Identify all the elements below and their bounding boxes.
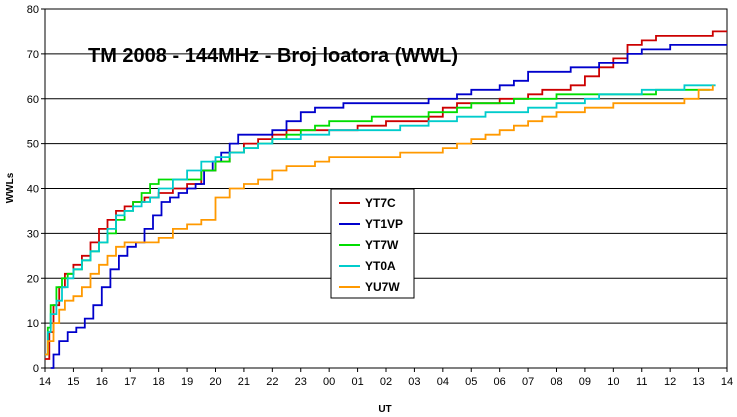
x-tick-label: 12 bbox=[664, 376, 676, 388]
y-tick-label: 60 bbox=[27, 94, 39, 106]
y-tick-label: 20 bbox=[27, 273, 39, 285]
x-tick-label: 13 bbox=[692, 376, 704, 388]
series-lines bbox=[45, 30, 727, 369]
legend-box bbox=[330, 188, 415, 299]
x-tick-label: 02 bbox=[380, 376, 392, 388]
y-tick-label: 70 bbox=[27, 49, 39, 61]
y-tick-label: 80 bbox=[27, 4, 39, 16]
legend-label-yt7c: YT7C bbox=[365, 196, 396, 210]
x-tick-label: 10 bbox=[607, 376, 619, 388]
y-axis-title: WWLs bbox=[5, 172, 16, 203]
legend-label-yu7w: YU7W bbox=[365, 280, 400, 294]
legend-label-yt1vp: YT1VP bbox=[365, 217, 403, 231]
x-tick-label: 05 bbox=[465, 376, 477, 388]
x-tick-label: 14 bbox=[39, 376, 51, 388]
legend-label-yt0a: YT0A bbox=[365, 259, 396, 273]
x-tick-label: 08 bbox=[550, 376, 562, 388]
x-tick-label: 07 bbox=[522, 376, 534, 388]
x-tick-label: 00 bbox=[323, 376, 335, 388]
x-tick-label: 09 bbox=[579, 376, 591, 388]
y-tick-label: 10 bbox=[27, 318, 39, 330]
series-line-yt7c bbox=[45, 30, 727, 360]
x-tick-label: 19 bbox=[181, 376, 193, 388]
x-tick-label: 17 bbox=[124, 376, 136, 388]
y-tick-label: 50 bbox=[27, 139, 39, 151]
chart-title: TM 2008 - 144MHz - Broj loatora (WWL) bbox=[88, 45, 458, 67]
x-tick-label: 18 bbox=[153, 376, 165, 388]
series-line-yt1vp bbox=[50, 44, 727, 369]
legend: YT7C YT1VP YT7W YT0A YU7W bbox=[330, 188, 415, 299]
y-tick-label: 40 bbox=[27, 184, 39, 196]
x-tick-label: 06 bbox=[494, 376, 506, 388]
x-tick-label: 04 bbox=[437, 376, 449, 388]
x-tick-label: 11 bbox=[636, 376, 647, 388]
x-tick-label: 16 bbox=[96, 376, 108, 388]
y-tick-label: 30 bbox=[27, 228, 39, 240]
x-tick-label: 23 bbox=[295, 376, 307, 388]
x-tick-label: 03 bbox=[408, 376, 420, 388]
legend-label-yt7w: YT7W bbox=[365, 238, 399, 252]
x-tick-label: 21 bbox=[238, 376, 250, 388]
x-tick-label: 15 bbox=[67, 376, 79, 388]
x-tick-label: 14 bbox=[721, 376, 733, 388]
series-line-yt0a bbox=[45, 84, 716, 356]
series-line-yu7w bbox=[45, 85, 714, 356]
x-tick-label: 20 bbox=[209, 376, 221, 388]
x-axis-title: UT bbox=[378, 404, 391, 415]
y-tick-label: 0 bbox=[33, 363, 39, 375]
x-tick-label: 01 bbox=[351, 376, 363, 388]
x-tick-label: 22 bbox=[266, 376, 278, 388]
